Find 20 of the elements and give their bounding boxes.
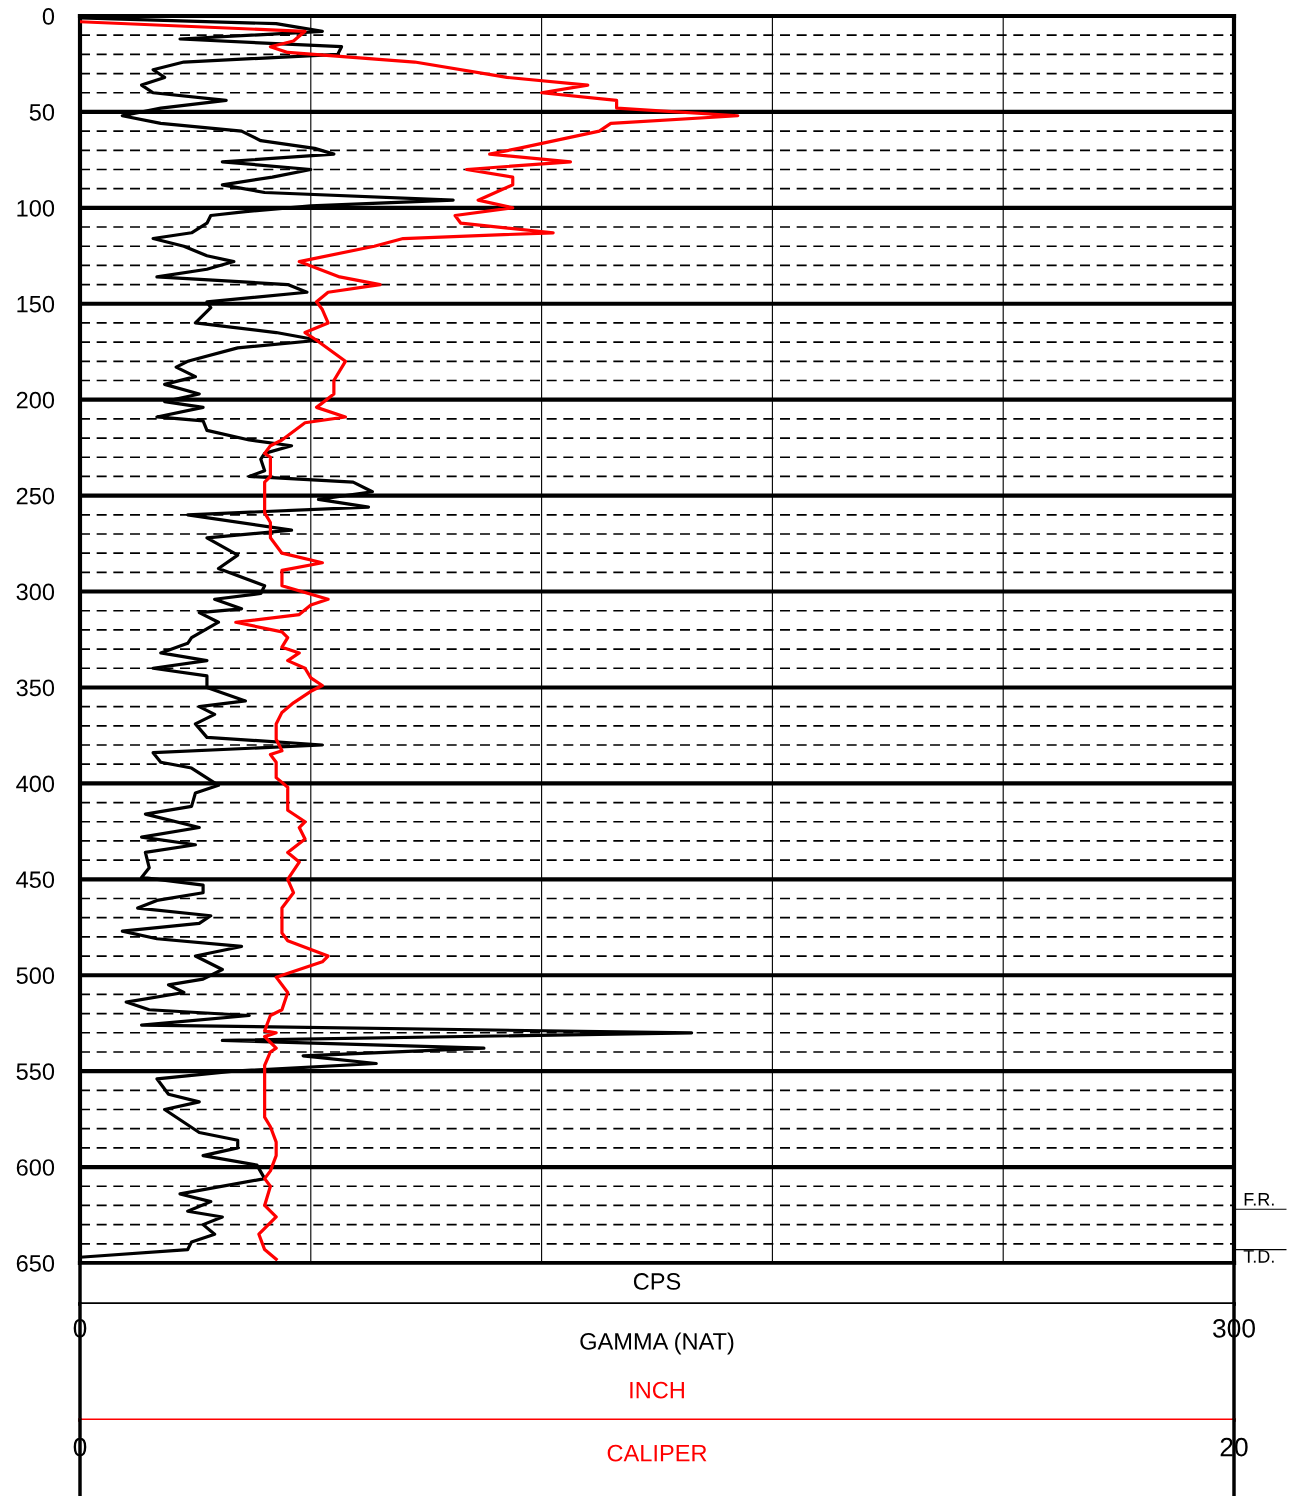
y-tick-label: 500: [16, 967, 55, 985]
y-tick-label: 150: [17, 295, 55, 313]
y-tick-label: 350: [16, 679, 55, 697]
y-tick-label: 100: [17, 199, 55, 217]
y-tick-label: 600: [16, 1159, 55, 1176]
y-tick-label: 450: [16, 871, 55, 889]
y-tick-label: 50: [29, 103, 55, 121]
y-tick-label: 650: [16, 1255, 55, 1272]
ref-line-label: T.D.: [1243, 1250, 1274, 1263]
x-axis-title: CPS: [633, 1273, 681, 1290]
y-tick-label: 550: [16, 1063, 55, 1080]
y-tick-label: 0: [42, 8, 55, 25]
y-tick-label: 400: [16, 775, 55, 793]
text: CALIPER: [607, 1444, 707, 1462]
y-tick-label: 250: [16, 487, 55, 505]
ref-line-label: F.R.: [1244, 1193, 1274, 1206]
x2-axis-title: INCH: [630, 1381, 684, 1399]
y-tick-label: 200: [16, 391, 55, 409]
y-tick-label: 300: [16, 583, 55, 601]
text: GAMMA (NAT): [580, 1332, 734, 1355]
